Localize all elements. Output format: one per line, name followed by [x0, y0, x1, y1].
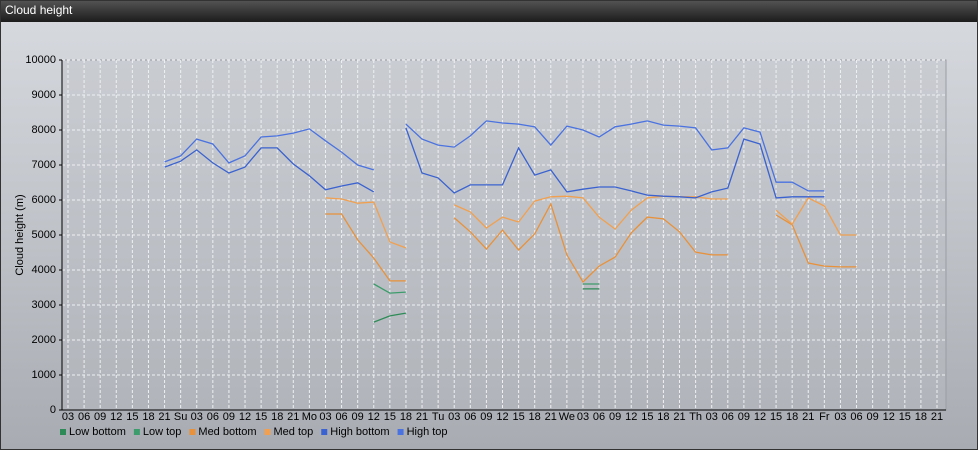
legend-label: High top — [407, 426, 448, 438]
x-tick-label: 06 — [207, 411, 219, 423]
x-tick-label: 03 — [448, 411, 460, 423]
x-tick-label: 21 — [802, 411, 814, 423]
legend-label: Low bottom — [69, 426, 126, 438]
x-tick-label: 03 — [191, 411, 203, 423]
x-tick-label: Fr — [819, 411, 830, 423]
x-tick-label: 15 — [126, 411, 138, 423]
x-tick-label: 03 — [834, 411, 846, 423]
x-tick-label: 06 — [593, 411, 605, 423]
legend-marker — [133, 429, 140, 435]
x-tick-label: 12 — [496, 411, 508, 423]
y-tick-label: 4000 — [32, 264, 56, 276]
x-tick-label: 09 — [223, 411, 235, 423]
y-tick-label: 3000 — [32, 299, 56, 311]
series-line — [325, 202, 857, 283]
x-tick-label: 06 — [335, 411, 347, 423]
x-tick-label: 12 — [625, 411, 637, 423]
legend-marker — [321, 429, 328, 435]
y-tick-label: 7000 — [32, 159, 56, 171]
x-tick-label: 18 — [915, 411, 927, 423]
y-tick-label: 1000 — [32, 369, 56, 381]
x-tick-label: 12 — [239, 411, 251, 423]
x-tick-label: 21 — [545, 411, 557, 423]
x-tick-label: Su — [174, 411, 187, 423]
x-tick-label: 18 — [529, 411, 541, 423]
x-tick-label: 21 — [673, 411, 685, 423]
x-tick-label: 15 — [512, 411, 524, 423]
x-tick-label: 18 — [142, 411, 154, 423]
series-line — [164, 120, 825, 192]
legend-label: High bottom — [330, 426, 389, 438]
x-tick-label: 15 — [255, 411, 267, 423]
title-bar — [0, 0, 978, 22]
y-tick-label: 10000 — [25, 54, 56, 66]
x-tick-label: 06 — [722, 411, 734, 423]
x-tick-label: 12 — [368, 411, 380, 423]
x-tick-label: Th — [689, 411, 702, 423]
legend-label: Med top — [274, 426, 314, 438]
x-tick-label: 15 — [899, 411, 911, 423]
legend-marker — [264, 429, 271, 435]
y-tick-label: 5000 — [32, 229, 56, 241]
x-tick-label: 03 — [62, 411, 74, 423]
x-tick-label: 03 — [706, 411, 718, 423]
x-tick-label: 06 — [850, 411, 862, 423]
x-tick-label: 21 — [931, 411, 943, 423]
legend-label: Med bottom — [198, 426, 256, 438]
x-tick-label: 21 — [416, 411, 428, 423]
series-line — [164, 127, 825, 199]
y-tick-label: 0 — [50, 404, 56, 416]
x-tick-label: 12 — [110, 411, 122, 423]
x-tick-label: 09 — [738, 411, 750, 423]
x-tick-label: 06 — [78, 411, 90, 423]
x-tick-label: 15 — [641, 411, 653, 423]
x-tick-label: 15 — [384, 411, 396, 423]
x-tick-label: 06 — [464, 411, 476, 423]
chart-title: Cloud height — [5, 3, 73, 17]
series-line — [373, 288, 600, 323]
x-tick-label: 09 — [480, 411, 492, 423]
x-tick-label: 03 — [577, 411, 589, 423]
x-tick-label: 12 — [883, 411, 895, 423]
x-tick-label: 18 — [400, 411, 412, 423]
y-axis-label: Cloud height (m) — [14, 194, 26, 275]
series-line — [373, 283, 600, 294]
x-tick-label: Mo — [302, 411, 317, 423]
x-tick-label: 18 — [786, 411, 798, 423]
x-tick-label: Tu — [432, 411, 444, 423]
x-tick-label: 21 — [287, 411, 299, 423]
legend-marker — [397, 429, 404, 435]
legend-label: Low top — [143, 426, 182, 438]
x-tick-label: 09 — [352, 411, 364, 423]
x-tick-label: 18 — [657, 411, 669, 423]
x-tick-label: 09 — [867, 411, 879, 423]
y-tick-label: 8000 — [32, 124, 56, 136]
legend-marker — [60, 429, 66, 435]
y-tick-label: 9000 — [32, 89, 56, 101]
x-tick-label: 12 — [754, 411, 766, 423]
y-tick-label: 2000 — [32, 334, 56, 346]
legend-marker — [189, 429, 196, 435]
x-tick-label: We — [559, 411, 575, 423]
x-tick-label: 18 — [271, 411, 283, 423]
x-tick-label: 03 — [319, 411, 331, 423]
x-tick-label: 09 — [609, 411, 621, 423]
x-tick-label: 21 — [158, 411, 170, 423]
x-tick-label: 09 — [94, 411, 106, 423]
y-tick-label: 6000 — [32, 194, 56, 206]
x-tick-label: 15 — [770, 411, 782, 423]
